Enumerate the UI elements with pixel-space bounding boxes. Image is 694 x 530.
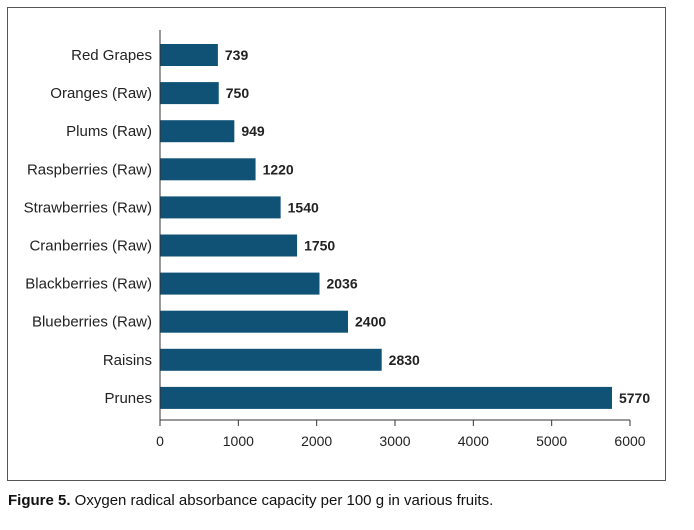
value-label: 1220	[263, 161, 294, 177]
bar	[160, 158, 256, 181]
x-tick-label: 5000	[536, 433, 567, 449]
bar	[160, 272, 320, 295]
x-tick-label: 6000	[614, 433, 645, 449]
category-label: Cranberries (Raw)	[29, 238, 152, 255]
bar	[160, 82, 219, 105]
value-label: 739	[225, 47, 249, 63]
value-label: 1750	[304, 238, 335, 254]
bar	[160, 44, 218, 66]
category-label: Strawberries (Raw)	[24, 199, 152, 216]
x-tick-label: 1000	[223, 433, 254, 449]
bar	[160, 196, 281, 219]
category-label: Raisins	[103, 352, 152, 369]
category-label: Blackberries (Raw)	[25, 276, 152, 293]
bar	[160, 120, 235, 143]
figure-caption: Figure 5. Oxygen radical absorbance capa…	[8, 492, 493, 509]
value-label: 949	[241, 123, 265, 139]
category-label: Red Grapes	[71, 47, 152, 64]
value-label: 5770	[619, 390, 650, 406]
value-label: 750	[226, 85, 250, 101]
value-label: 2400	[355, 314, 386, 330]
value-label: 2036	[326, 276, 357, 292]
x-tick-label: 4000	[458, 433, 489, 449]
value-label: 2830	[389, 352, 420, 368]
bar	[160, 310, 348, 333]
bar	[160, 234, 298, 257]
bar	[160, 386, 612, 409]
x-tick-label: 3000	[379, 433, 410, 449]
category-label: Plums (Raw)	[66, 123, 152, 140]
x-tick-label: 0	[156, 433, 164, 449]
category-label: Blueberries (Raw)	[32, 314, 152, 331]
x-tick-label: 2000	[301, 433, 332, 449]
category-label: Raspberries (Raw)	[27, 161, 152, 178]
caption-lead: Figure 5.	[8, 492, 71, 509]
category-label: Prunes	[104, 390, 152, 407]
bar	[160, 348, 382, 371]
value-label: 1540	[288, 199, 319, 215]
caption-text: Oxygen radical absorbance capacity per 1…	[70, 492, 494, 509]
category-label: Oranges (Raw)	[50, 85, 152, 102]
bar-chart: Red Grapes 739 Oranges (Raw) 750 Plums (Raw)…	[24, 30, 650, 449]
